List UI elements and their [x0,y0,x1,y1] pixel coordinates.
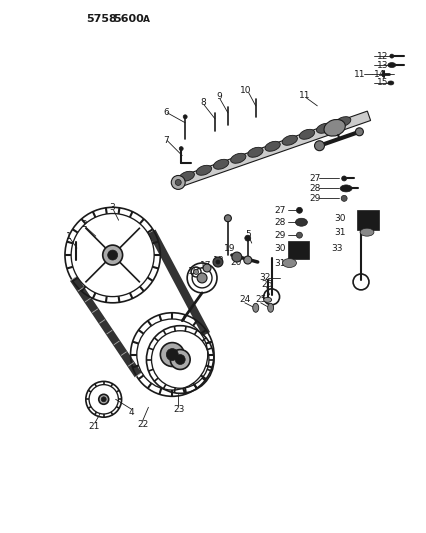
Text: 20: 20 [229,257,241,266]
Text: 27: 27 [309,174,320,183]
Circle shape [203,264,210,272]
Ellipse shape [213,159,228,169]
Polygon shape [176,111,370,187]
Ellipse shape [247,147,262,157]
Text: 13: 13 [376,61,388,69]
Ellipse shape [179,171,194,181]
Text: 28: 28 [309,184,320,193]
Ellipse shape [263,297,271,302]
Text: 11: 11 [299,91,310,100]
Text: 19: 19 [223,244,235,253]
Bar [356,211,378,230]
Circle shape [243,256,251,264]
Circle shape [166,349,178,360]
Circle shape [296,207,302,213]
Text: 24: 24 [239,295,250,304]
Ellipse shape [323,119,345,136]
Ellipse shape [267,303,273,312]
Circle shape [183,115,187,119]
Text: 28: 28 [274,218,285,227]
Circle shape [171,175,185,189]
Circle shape [197,273,207,283]
Circle shape [175,180,181,185]
Circle shape [170,350,190,369]
Text: 31: 31 [334,228,345,237]
Circle shape [98,394,109,404]
Text: 18: 18 [213,255,224,264]
Text: 12: 12 [376,52,387,61]
Circle shape [179,147,183,151]
Text: 5600: 5600 [113,14,144,25]
Circle shape [354,128,363,136]
Text: 21: 21 [89,422,100,431]
Ellipse shape [230,154,245,163]
Text: 5758: 5758 [86,14,116,25]
Ellipse shape [335,117,350,127]
Text: 1: 1 [66,232,72,241]
Ellipse shape [282,259,296,268]
Text: 3: 3 [109,203,115,212]
Text: 10: 10 [239,86,251,95]
Text: 7: 7 [163,136,169,145]
Circle shape [296,232,302,238]
Text: 9: 9 [216,92,221,101]
Text: 30: 30 [274,244,285,253]
Circle shape [160,343,184,367]
Text: 29: 29 [309,194,320,203]
Text: 5: 5 [244,230,250,239]
Circle shape [340,196,346,201]
Text: 4: 4 [128,408,134,417]
Text: 23: 23 [173,405,184,414]
Text: 8: 8 [200,99,205,107]
Circle shape [216,260,219,264]
Text: 27: 27 [274,206,285,215]
Ellipse shape [295,218,307,226]
Circle shape [213,257,222,267]
Text: 15: 15 [376,78,388,87]
Ellipse shape [316,123,331,133]
Circle shape [103,245,122,265]
Text: 2: 2 [81,220,86,229]
Circle shape [107,250,117,260]
Circle shape [389,54,393,58]
Text: 14: 14 [373,69,384,78]
Circle shape [231,252,241,262]
Circle shape [244,235,250,241]
Circle shape [101,397,106,402]
Text: 29: 29 [274,231,285,240]
Text: 11: 11 [353,69,365,78]
Circle shape [193,270,198,274]
Text: 26: 26 [261,280,272,289]
Text: 33: 33 [331,244,342,253]
Circle shape [224,215,231,222]
Ellipse shape [387,62,395,68]
Circle shape [175,354,185,365]
Bar [287,241,309,259]
Text: 25: 25 [255,295,267,304]
Ellipse shape [196,165,211,175]
Circle shape [341,176,346,181]
Ellipse shape [252,303,258,312]
Text: 16: 16 [188,268,199,277]
Ellipse shape [265,141,279,151]
Circle shape [314,141,324,151]
Text: 32: 32 [259,273,271,282]
Text: 6: 6 [163,108,169,117]
Text: A: A [142,15,149,25]
Ellipse shape [387,81,393,85]
Text: 31: 31 [274,259,285,268]
Ellipse shape [299,130,314,139]
Text: 17: 17 [200,261,211,270]
Text: 22: 22 [137,419,148,429]
Ellipse shape [359,228,373,236]
Ellipse shape [282,135,297,146]
Ellipse shape [340,185,351,192]
Text: 30: 30 [334,214,345,223]
